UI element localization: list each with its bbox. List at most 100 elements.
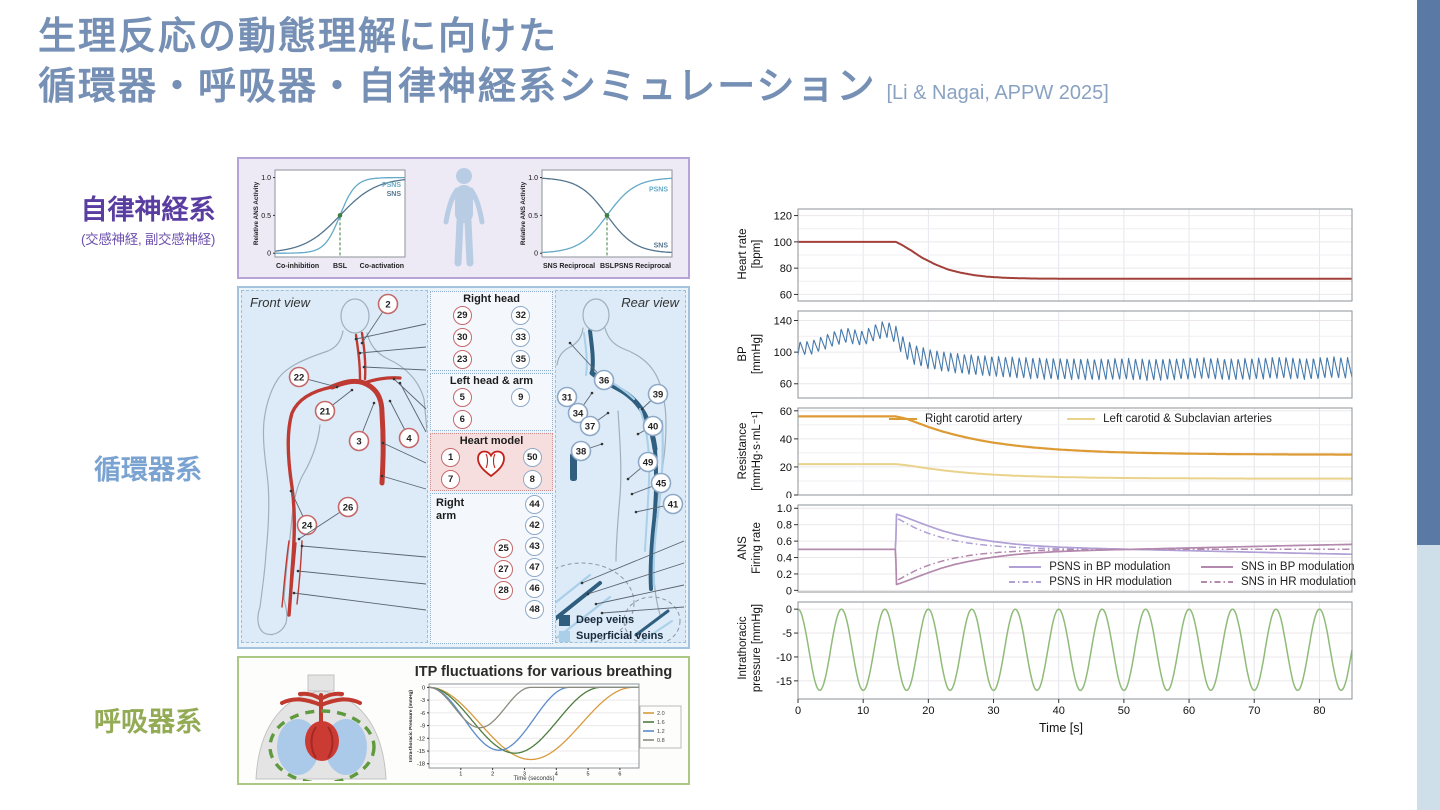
svg-text:0.5: 0.5 bbox=[261, 213, 271, 220]
legend-item: SNS in HR modulation bbox=[1200, 576, 1356, 588]
resistance-legend: Right carotid artery Left carotid & Subcl… bbox=[888, 413, 1272, 425]
vessel-node-40: 40 bbox=[642, 415, 664, 437]
svg-text:0: 0 bbox=[267, 251, 271, 258]
bp-row: BP [mmHg] 60 100 140 bbox=[737, 306, 1368, 401]
label-respiratory-system: 呼吸器系 bbox=[94, 707, 202, 737]
vessel-node-50: 50 bbox=[522, 448, 542, 467]
legend-item: Right carotid artery bbox=[889, 413, 1023, 425]
svg-text:20: 20 bbox=[780, 462, 792, 474]
vessel-node-35: 35 bbox=[511, 350, 531, 369]
simulation-charts: Heart rate [bpm] 60 80 100 120 BP [mmHg] 60… bbox=[737, 204, 1368, 735]
ans-firing-ylabel: ANS Firing rate bbox=[737, 521, 763, 574]
svg-text:0: 0 bbox=[786, 604, 792, 616]
vessel-node-30: 30 bbox=[452, 328, 472, 347]
vessel-node-9: 9 bbox=[511, 388, 531, 407]
page-title: 生理反応の動態理解に向けた 循環器・呼吸器・自律神経系シミュレーション [Li &… bbox=[38, 12, 1109, 118]
ans-firing-row: ANS Firing rate 0 0.2 0.4 0.6 0.8 1.0 PSNS in… bbox=[737, 500, 1368, 595]
bp-ylabel: BP [mmHg] bbox=[737, 333, 763, 374]
vessel-node-27: 27 bbox=[494, 560, 513, 579]
vessel-node-23: 23 bbox=[452, 350, 472, 369]
svg-text:5: 5 bbox=[586, 771, 589, 777]
superficial-veins-swatch bbox=[559, 630, 570, 642]
svg-text:1.6: 1.6 bbox=[657, 720, 665, 726]
vessel-node-24: 24 bbox=[296, 514, 318, 536]
svg-text:Intra-thoracic Pressure (mmHg): Intra-thoracic Pressure (mmHg) bbox=[408, 689, 414, 761]
vessel-node-33: 33 bbox=[511, 328, 531, 347]
svg-text:26: 26 bbox=[343, 502, 354, 513]
svg-text:100: 100 bbox=[774, 347, 792, 359]
ans-firing-legend: PSNS in BP modulation SNS in BP modulatio… bbox=[1008, 561, 1356, 588]
vessel-node-47: 47 bbox=[525, 558, 544, 577]
vessel-node-46: 46 bbox=[525, 579, 544, 598]
label-ans-subtitle: (交感神経, 副交感神経) bbox=[80, 232, 216, 247]
svg-text:1.2: 1.2 bbox=[657, 729, 665, 735]
svg-text:140: 140 bbox=[774, 315, 792, 327]
svg-text:34: 34 bbox=[573, 408, 584, 419]
svg-text:SNS: SNS bbox=[387, 191, 402, 198]
svg-text:4: 4 bbox=[554, 771, 557, 777]
vessel-node-48: 48 bbox=[525, 600, 544, 619]
vessel-node-4: 4 bbox=[398, 427, 420, 449]
svg-text:1.0: 1.0 bbox=[777, 503, 792, 515]
respiratory-panel: ITP fluctuations for various breathing 0… bbox=[237, 656, 690, 785]
circulatory-panel: 22 2 21 3 4 24 26 Front view Right head 29 30 23 3… bbox=[237, 286, 690, 649]
svg-text:-12: -12 bbox=[417, 736, 425, 742]
svg-text:0: 0 bbox=[786, 490, 792, 498]
diaphragm-outline bbox=[268, 708, 376, 781]
vessel-node-42: 42 bbox=[525, 516, 544, 535]
svg-text:22: 22 bbox=[294, 372, 305, 383]
label-circulatory-system: 循環器系 bbox=[94, 455, 202, 485]
svg-text:39: 39 bbox=[653, 389, 664, 400]
vessel-node-28: 28 bbox=[494, 581, 513, 600]
svg-text:70: 70 bbox=[1248, 705, 1260, 717]
front-view-area: 22 2 21 3 4 24 26 Front view bbox=[241, 290, 428, 643]
heart-rate-chart: 60 80 100 120 bbox=[774, 208, 1353, 302]
front-view-label: Front view bbox=[250, 295, 310, 310]
svg-text:BSL: BSL bbox=[600, 263, 615, 270]
heart-rate-row: Heart rate [bpm] 60 80 100 120 bbox=[737, 204, 1368, 304]
vessel-node-31: 31 bbox=[556, 386, 578, 408]
legend-item: PSNS in BP modulation bbox=[1009, 561, 1171, 573]
svg-text:-15: -15 bbox=[776, 676, 792, 688]
vessel-group-left-head-arm: Left head & arm 5 6 9 bbox=[430, 373, 553, 431]
svg-text:2.0: 2.0 bbox=[657, 711, 665, 717]
svg-text:Time (seconds): Time (seconds) bbox=[513, 776, 554, 781]
svg-text:40: 40 bbox=[780, 434, 792, 446]
svg-text:-9: -9 bbox=[420, 723, 425, 729]
human-body-icon bbox=[443, 168, 484, 267]
svg-text:3: 3 bbox=[356, 436, 361, 447]
arteries bbox=[280, 691, 362, 725]
svg-text:PSNS Reciprocal: PSNS Reciprocal bbox=[614, 263, 671, 270]
resistance-row: Resistance [mmHg·s·mL⁻¹] 0 20 40 60 Right c… bbox=[737, 403, 1368, 498]
citation: [Li & Nagai, APPW 2025] bbox=[886, 82, 1109, 104]
right-accent-bar-top bbox=[1417, 0, 1440, 545]
itp-ylabel: Intrathoracic pressure [mmHg] bbox=[737, 603, 763, 693]
vessel-node-29: 29 bbox=[452, 306, 472, 325]
svg-text:Relative ANS Activity: Relative ANS Activity bbox=[520, 181, 527, 245]
vessel-node-21: 21 bbox=[314, 400, 336, 422]
title-line-1: 生理反応の動態理解に向けた bbox=[38, 16, 559, 58]
itp-row: Intrathoracic pressure [mmHg] 0 -5 -10 -15 0… bbox=[737, 597, 1368, 719]
svg-text:-15: -15 bbox=[417, 749, 425, 755]
svg-text:0: 0 bbox=[421, 685, 424, 691]
vessel-node-43: 43 bbox=[525, 537, 544, 556]
svg-text:PSNS: PSNS bbox=[382, 182, 401, 189]
vessel-node-44: 44 bbox=[525, 495, 544, 514]
veins-legend: Deep veins Superficial veins bbox=[559, 614, 663, 646]
vessel-group-heart-model: Heart model 1 7 50 8 bbox=[430, 433, 553, 491]
svg-text:2: 2 bbox=[385, 299, 390, 310]
vessel-node-5: 5 bbox=[452, 388, 472, 407]
vessel-node-3: 3 bbox=[348, 430, 370, 452]
vessel-node-49: 49 bbox=[637, 451, 659, 473]
svg-text:41: 41 bbox=[668, 499, 679, 510]
svg-text:0: 0 bbox=[786, 585, 792, 595]
svg-text:20: 20 bbox=[922, 705, 934, 717]
vessel-node-37: 37 bbox=[579, 415, 601, 437]
vessel-node-38: 38 bbox=[570, 440, 592, 462]
title-line-2: 循環器・呼吸器・自律神経系シミュレーション [Li & Nagai, APPW 2… bbox=[38, 66, 1109, 108]
legend-item: PSNS in HR modulation bbox=[1009, 576, 1172, 588]
svg-text:40: 40 bbox=[1053, 705, 1065, 717]
ans-firing-chart: 0 0.2 0.4 0.6 0.8 1.0 bbox=[777, 503, 1353, 595]
svg-text:120: 120 bbox=[774, 211, 792, 223]
